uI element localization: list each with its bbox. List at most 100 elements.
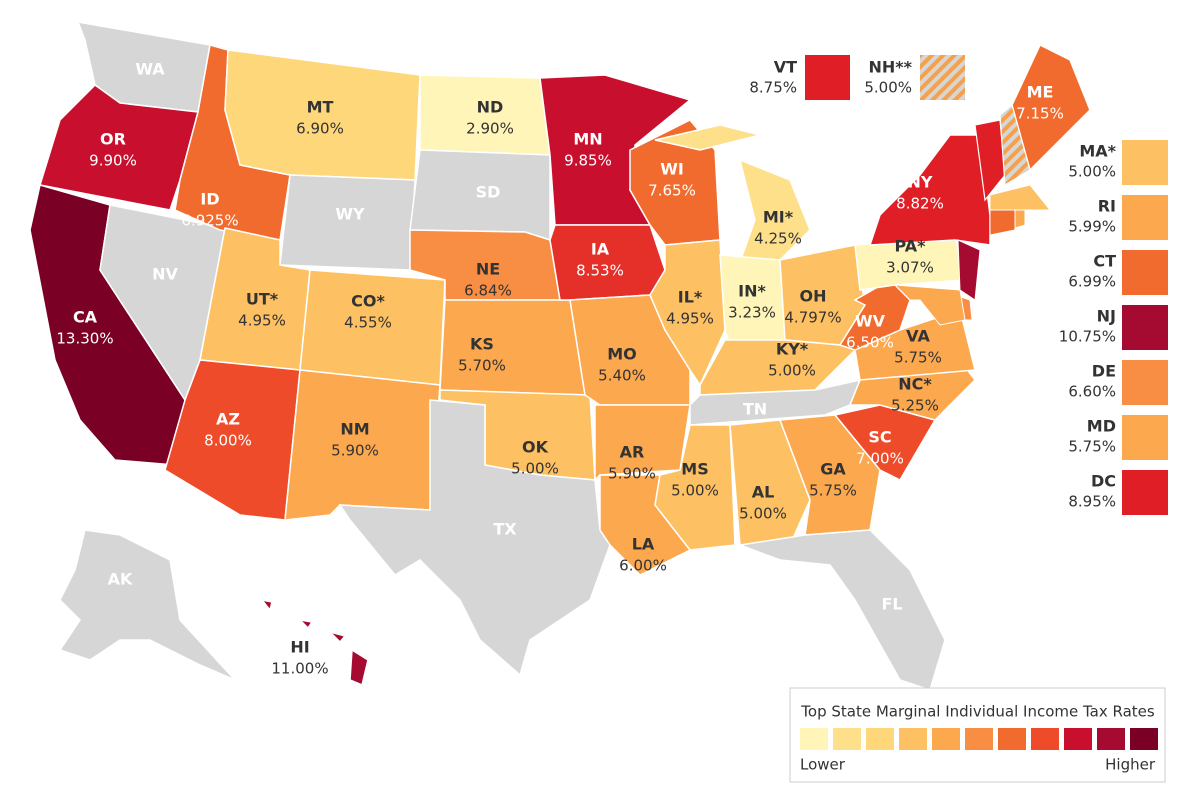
state-rate: 13.30%: [56, 330, 113, 348]
state-rate: 2.90%: [466, 120, 514, 138]
state: [999, 103, 1031, 187]
state-rate: 8.00%: [204, 432, 252, 450]
state-abbr: CA: [73, 308, 98, 327]
state-abbr: VA: [906, 327, 930, 346]
state: [1014, 209, 1026, 229]
state: [699, 339, 857, 396]
state-abbr: WA: [135, 60, 165, 79]
state-rate: 4.95%: [238, 312, 286, 330]
state-abbr: RI: [1098, 197, 1116, 216]
state-abbr: OK: [522, 438, 549, 457]
state-abbr: WI: [660, 160, 684, 179]
state-rate: 5.75%: [894, 349, 942, 367]
state-abbr: IA: [591, 240, 610, 259]
state-abbr: IL*: [678, 288, 703, 307]
state-rate: 5.40%: [598, 367, 646, 385]
state-rate: 6.50%: [846, 334, 894, 352]
state-rate: 9.85%: [564, 152, 612, 170]
state-rate: 6.925%: [181, 212, 238, 230]
state-rate: 7.65%: [648, 182, 696, 200]
state-abbr: MO: [607, 345, 637, 364]
state: [654, 424, 736, 551]
state-abbr: TN: [743, 400, 767, 419]
legend-swatch: [1122, 415, 1168, 460]
state-rate: 7.00%: [856, 450, 904, 468]
state-rate: 5.00%: [739, 505, 787, 523]
state-abbr: WV: [855, 312, 886, 331]
state-abbr: SC: [868, 428, 891, 447]
state-abbr: ND: [477, 98, 504, 117]
scale-swatch: [1031, 728, 1059, 750]
state: [39, 84, 199, 211]
state: [989, 184, 1052, 211]
state-abbr: WY: [335, 205, 365, 224]
state-rate: 6.84%: [464, 282, 512, 300]
state-rate: 3.23%: [728, 304, 776, 322]
state-abbr: AK: [108, 570, 133, 589]
state-abbr: OH: [800, 287, 827, 306]
state-abbr: ID: [200, 190, 219, 209]
state-abbr: NH**: [868, 58, 912, 77]
state-abbr: MN: [573, 130, 602, 149]
state: [729, 419, 811, 546]
scale-swatch: [899, 728, 927, 750]
state: [893, 284, 966, 326]
scale-swatch: [1097, 728, 1125, 750]
state-abbr: VT: [774, 58, 797, 77]
state-rate: 11.00%: [271, 660, 328, 678]
state-rate: 4.797%: [784, 309, 841, 327]
state-rate: 3.07%: [886, 259, 934, 277]
state-rate: 5.75%: [809, 482, 857, 500]
state: [338, 399, 611, 677]
state-abbr: NE: [476, 260, 500, 279]
scale-swatch: [998, 728, 1026, 750]
state-rate: 6.60%: [1068, 383, 1116, 401]
legend-low: Lower: [800, 756, 846, 774]
state-rate: 5.00%: [511, 460, 559, 478]
states: [29, 21, 1091, 691]
state: [594, 404, 691, 482]
state-abbr: LA: [632, 535, 655, 554]
state-abbr: NJ: [1097, 307, 1116, 326]
state-rate: 5.99%: [1068, 218, 1116, 236]
state-abbr: CO*: [351, 292, 385, 311]
labels: WA OR 9.90% CA 13.30% NV ID 6.925% MT 6.90% WY UT* 4…: [56, 55, 1168, 678]
state-abbr: NV: [152, 265, 178, 284]
state-rate: 5.00%: [671, 482, 719, 500]
legend-swatch: [920, 55, 965, 100]
state-rate: 4.55%: [344, 314, 392, 332]
state-abbr: UT*: [246, 290, 279, 309]
state-abbr: HI: [290, 638, 309, 657]
state-abbr: NM: [340, 420, 369, 439]
state-abbr: AR: [620, 443, 645, 462]
legend-swatch: [1122, 250, 1168, 295]
state-abbr: MA*: [1079, 142, 1116, 161]
legend-swatch: [805, 55, 850, 100]
legend-swatch: [1122, 140, 1168, 185]
state-rate: 10.75%: [1059, 328, 1116, 346]
state: [989, 209, 1016, 236]
state-abbr: FL: [881, 595, 902, 614]
legend-swatch: [1122, 195, 1168, 240]
state-rate: 6.00%: [619, 557, 667, 575]
state-rate: 9.90%: [89, 152, 137, 170]
legend-swatch: [1122, 305, 1168, 350]
legend-swatch: [1122, 470, 1168, 515]
state: [58, 529, 236, 681]
state-abbr: IN*: [738, 282, 766, 301]
scale-swatch: [833, 728, 861, 750]
state-rate: 5.25%: [891, 397, 939, 415]
scale-swatch: [932, 728, 960, 750]
state-rate: 5.75%: [1068, 438, 1116, 456]
state-abbr: OR: [100, 130, 126, 149]
state-abbr: SD: [476, 183, 501, 202]
state-rate: 5.90%: [608, 465, 656, 483]
state-rate: 4.95%: [666, 310, 714, 328]
scale-swatch: [1064, 728, 1092, 750]
state-abbr: MT: [307, 98, 334, 117]
legend-high: Higher: [1105, 756, 1156, 774]
state: [439, 299, 586, 396]
scale-swatch: [800, 728, 828, 750]
state-rate: 7.15%: [1016, 105, 1064, 123]
